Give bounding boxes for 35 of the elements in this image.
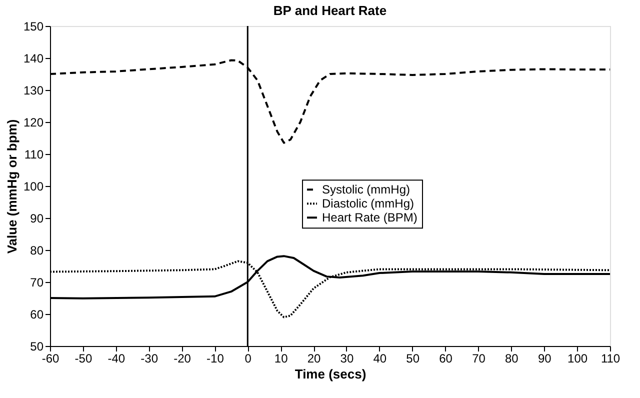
x-tick-label: -40 bbox=[108, 352, 126, 366]
x-tick-label: 40 bbox=[373, 352, 387, 366]
x-tick-label: 0 bbox=[244, 352, 252, 366]
y-tick-label: 140 bbox=[23, 52, 44, 66]
y-tick-label: 70 bbox=[30, 276, 44, 290]
y-tick-label: 110 bbox=[24, 148, 44, 162]
x-tick-label: 50 bbox=[406, 352, 420, 366]
y-tick-label: 130 bbox=[23, 84, 44, 98]
y-tick-label: 100 bbox=[23, 180, 44, 194]
x-axis-title: Time (secs) bbox=[294, 366, 366, 382]
x-tick-label: 20 bbox=[307, 352, 322, 366]
x-tick-label: -60 bbox=[42, 352, 60, 366]
x-tick-label: 90 bbox=[538, 352, 552, 366]
legend-label: Systolic (mmHg) bbox=[322, 182, 410, 197]
y-axis-title: Value (mmHg or bpm) bbox=[4, 119, 20, 254]
y-tick-label: 90 bbox=[30, 212, 44, 226]
x-tick-label: 60 bbox=[439, 352, 453, 366]
legend-label: Diastolic (mmHg) bbox=[322, 196, 414, 211]
x-tick-label: 10 bbox=[274, 352, 288, 366]
x-tick-label: 110 bbox=[600, 352, 620, 366]
x-tick-label: 80 bbox=[504, 352, 519, 366]
y-tick-label: 120 bbox=[23, 116, 44, 130]
legend-label: Heart Rate (BPM) bbox=[322, 210, 418, 225]
y-tick-label: 50 bbox=[30, 340, 44, 354]
x-tick-label: 30 bbox=[340, 352, 354, 366]
y-tick-label: 150 bbox=[23, 20, 44, 34]
y-tick-label: 60 bbox=[30, 308, 44, 322]
x-tick-label: -50 bbox=[74, 352, 92, 366]
x-tick-label: 100 bbox=[568, 352, 588, 366]
x-tick-label: -10 bbox=[206, 352, 224, 366]
x-tick-label: -20 bbox=[174, 352, 192, 366]
chart-title: BP and Heart Rate bbox=[273, 3, 387, 18]
x-tick-label: 70 bbox=[472, 352, 486, 366]
x-tick-label: -30 bbox=[140, 352, 158, 366]
y-tick-label: 80 bbox=[30, 244, 44, 258]
